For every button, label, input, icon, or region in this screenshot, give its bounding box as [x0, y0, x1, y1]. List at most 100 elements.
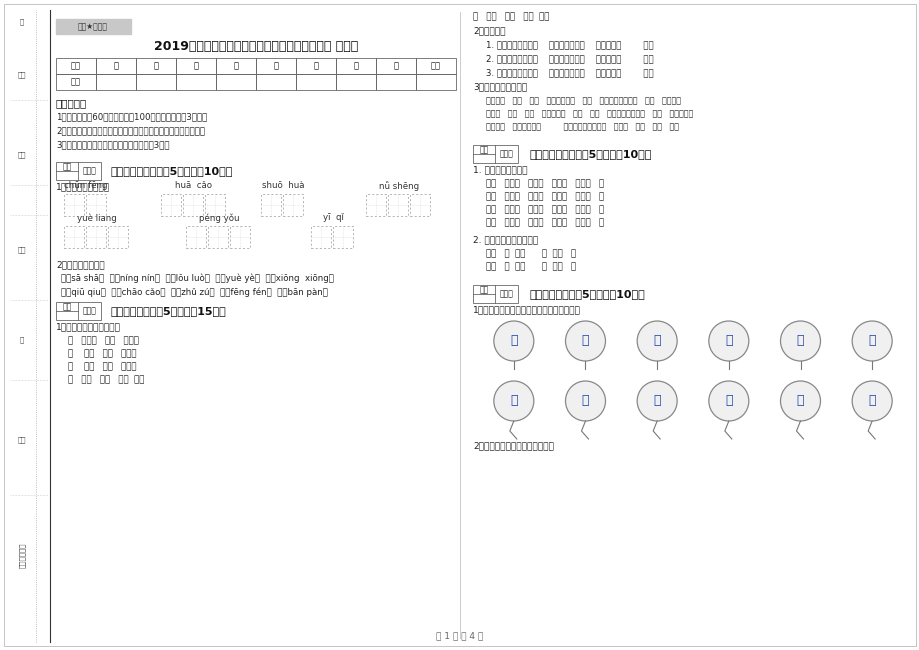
Text: 影: 影: [581, 395, 588, 408]
Bar: [216, 58, 255, 74]
Bar: [56, 302, 101, 320]
Text: 乡: 乡: [796, 395, 803, 408]
Bar: [85, 194, 106, 216]
Bar: [56, 19, 130, 34]
Text: 内: 内: [20, 337, 24, 343]
Text: 蓝: 蓝: [796, 335, 803, 348]
Bar: [366, 194, 386, 216]
Text: 班级: 班级: [17, 247, 27, 254]
Text: 得分: 得分: [62, 162, 72, 171]
Circle shape: [851, 381, 891, 421]
Text: 阴: 阴: [581, 335, 588, 348]
Text: 三、识字写字（每题5分，共计10分）: 三、识字写字（每题5分，共计10分）: [529, 149, 652, 159]
Bar: [85, 226, 106, 248]
Text: 姓名: 姓名: [17, 151, 27, 159]
Text: 1、我会按课文内容填空。: 1、我会按课文内容填空。: [56, 322, 120, 331]
Text: 亭    台（   ）（   ）座，: 亭 台（ ）（ ）座，: [68, 362, 136, 371]
Text: 2. 「牙」共有几画（    ），第二画是（    ），组词（        ）。: 2. 「牙」共有几画（ ），第二画是（ ），组词（ ）。: [485, 54, 652, 63]
Text: yuè liang: yuè liang: [77, 213, 117, 223]
Bar: [376, 74, 415, 90]
Text: yī  qǐ: yī qǐ: [323, 213, 343, 222]
Text: nǚ shēng: nǚ shēng: [379, 181, 419, 191]
Text: （   ）（   ）（   ）枝  花。: （ ）（ ）（ ）枝 花。: [68, 375, 144, 384]
Text: 1. 「几」共有几画（    ），第二画是（    ），组词（        ）。: 1. 「几」共有几画（ ），第二画是（ ），组词（ ）。: [485, 40, 652, 49]
Circle shape: [637, 381, 676, 421]
Circle shape: [637, 321, 676, 361]
Text: 像（   ）时（   ）童（   ）把（   ）认（   ）: 像（ ）时（ ）童（ ）把（ ）认（ ）: [485, 218, 604, 227]
Text: （   ）（   ）（   ）枝  花。: （ ）（ ）（ ）枝 花。: [472, 12, 549, 21]
Bar: [230, 226, 250, 248]
Bar: [208, 226, 228, 248]
Text: shuō  huà: shuō huà: [262, 181, 304, 190]
Text: 一: 一: [113, 62, 119, 70]
Text: 1、考试时间：60分钟，满分为100分（含卷面分 3分）。: 1、考试时间：60分钟，满分为100分（含卷面分 3分）。: [56, 112, 207, 121]
Bar: [283, 194, 302, 216]
Bar: [410, 194, 429, 216]
Text: 1. 比一比，再组词。: 1. 比一比，再组词。: [472, 165, 527, 174]
Text: 图: 图: [20, 19, 24, 25]
Text: 一、拼音部分（每题5分，共计10分）: 一、拼音部分（每题5分，共计10分）: [111, 166, 233, 176]
Bar: [415, 58, 456, 74]
Text: 3、不要在试卷上乱写乱画，卷面不整洁才3分。: 3、不要在试卷上乱写乱画，卷面不整洁才3分。: [56, 140, 169, 149]
Bar: [96, 58, 136, 74]
Text: 学校: 学校: [17, 437, 27, 443]
Text: 2. 比一比，再组成词语。: 2. 比一比，再组成词语。: [472, 235, 538, 244]
Circle shape: [851, 321, 891, 361]
Text: 二: 二: [153, 62, 158, 70]
Bar: [176, 58, 216, 74]
Bar: [108, 226, 128, 248]
Bar: [376, 58, 415, 74]
Bar: [216, 74, 255, 90]
Bar: [335, 74, 376, 90]
Bar: [96, 74, 136, 90]
Text: 我们歌（   ）。感谢亲（         ）的祖国，让我们（   ）由（   ）（   ）（   ）。: 我们歌（ ）。感谢亲（ ）的祖国，让我们（ ）由（ ）（ ）（ ）。: [485, 122, 678, 131]
Text: 二、填空题（每题5分，共计15分）: 二、填空题（每题5分，共计15分）: [111, 306, 226, 316]
Circle shape: [565, 381, 605, 421]
Bar: [56, 162, 101, 180]
Text: 得分: 得分: [479, 285, 488, 294]
Text: 乡镇（街道）: 乡镇（街道）: [18, 542, 26, 567]
Text: péng yǒu: péng yǒu: [199, 213, 239, 223]
Text: 故: 故: [868, 335, 875, 348]
Circle shape: [565, 321, 605, 361]
Text: 小鸟在（   ）（   ）（   ）路，风儿（   ）（   ）我们，我们像（   ）（   ）一样，: 小鸟在（ ）（ ）（ ）路，风儿（ ）（ ）我们，我们像（ ）（ ）一样，: [485, 96, 680, 105]
Circle shape: [708, 321, 748, 361]
Text: 松: 松: [509, 335, 517, 348]
Text: 六: 六: [313, 62, 318, 70]
Text: 考试须知：: 考试须知：: [56, 98, 87, 108]
Bar: [415, 74, 456, 90]
Text: 2、圈出正确读音。: 2、圈出正确读音。: [56, 260, 105, 269]
Text: （   ）去（   ）（   ）里，: （ ）去（ ）（ ）里，: [68, 336, 139, 345]
Text: 五: 五: [273, 62, 278, 70]
Bar: [64, 194, 84, 216]
Text: 友: 友: [724, 395, 732, 408]
Text: 天: 天: [868, 395, 875, 408]
Text: 四: 四: [233, 62, 238, 70]
Text: 来到（   ）（   ）（   ），来到（   ）（   ）（   ）。花儿向我们（   ）（   ），小溪为: 来到（ ）（ ）（ ），来到（ ）（ ）（ ）。花儿向我们（ ）（ ），小溪为: [485, 109, 693, 118]
Text: 黑: 黑: [724, 335, 732, 348]
Bar: [472, 145, 517, 163]
Text: 手（   ）  雨（      ）  自（   ）: 手（ ） 雨（ ） 自（ ）: [485, 249, 575, 258]
Bar: [255, 74, 296, 90]
Text: huā  cǎo: huā cǎo: [176, 181, 212, 190]
Text: 四、连一连（每题5分，共计10分）: 四、连一连（每题5分，共计10分）: [529, 289, 645, 299]
Bar: [176, 74, 216, 90]
Text: 评卷人: 评卷人: [83, 166, 96, 176]
Circle shape: [779, 321, 820, 361]
Text: 2019年实验小学一年级语文上学期期末考试试卷 含答案: 2019年实验小学一年级语文上学期期末考试试卷 含答案: [153, 40, 357, 53]
Text: 送（   ）玩（   ）高（   ）话（   ）为（   ）: 送（ ）玩（ ）高（ ）话（ ）为（ ）: [485, 192, 604, 201]
Text: 象（   ）过（   ）量（   ）吧（   ）队（   ）: 象（ ）过（ ）量（ ）吧（ ）队（ ）: [485, 205, 604, 214]
Text: 七: 七: [353, 62, 358, 70]
Bar: [183, 194, 203, 216]
Text: chūn fēng: chūn fēng: [64, 181, 108, 190]
Text: 沙（sā shā）  笼（níng nín）  落（lŏu luò）  月（yuè yè）  想（xiŏng  xiōng）: 沙（sā shā） 笼（níng nín） 落（lŏu luò） 月（yuè y…: [61, 274, 334, 283]
Text: 乡: 乡: [652, 395, 660, 408]
Text: 烟    村（   ）（   ）家，: 烟 村（ ）（ ）家，: [68, 349, 136, 358]
Text: 评卷人: 评卷人: [83, 307, 96, 315]
Text: 野: 野: [509, 395, 517, 408]
Bar: [296, 58, 335, 74]
Text: 3、按课文内容填空。: 3、按课文内容填空。: [472, 82, 527, 91]
Text: 评卷人: 评卷人: [499, 289, 513, 298]
Text: 学号: 学号: [17, 72, 27, 78]
Bar: [388, 194, 407, 216]
